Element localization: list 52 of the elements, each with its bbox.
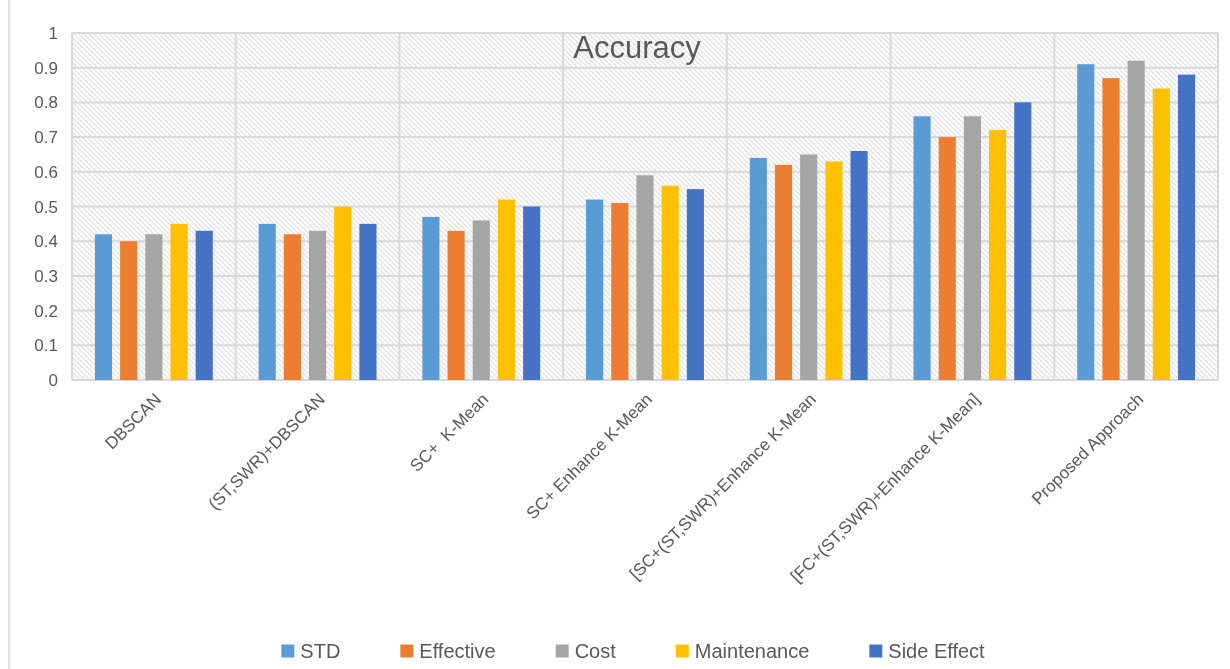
bar (825, 161, 843, 380)
bar (1177, 74, 1196, 380)
bar (195, 230, 213, 380)
y-tick-label: 0.1 (34, 335, 58, 355)
y-tick-label: 1 (48, 23, 58, 43)
bar (1014, 102, 1032, 380)
bar (938, 137, 956, 380)
legend-label: Maintenance (694, 640, 810, 662)
bar (774, 164, 793, 380)
bar (1077, 64, 1095, 380)
bar (422, 216, 440, 380)
bar (145, 234, 163, 380)
y-tick-label: 0.8 (34, 92, 58, 112)
bar (309, 230, 327, 380)
bar (963, 116, 981, 380)
y-tick-label: 0.3 (34, 266, 58, 286)
y-tick-label: 0.7 (34, 127, 58, 147)
bar (586, 199, 604, 380)
legend-label: Cost (574, 640, 617, 662)
y-tick-label: 0.6 (34, 162, 58, 182)
y-tick-label: 0.2 (34, 301, 58, 321)
bar (850, 150, 868, 380)
bar (359, 223, 377, 380)
bar (472, 220, 490, 380)
bar (989, 130, 1007, 380)
bar (1127, 60, 1145, 380)
bar (636, 175, 654, 380)
y-tick-label: 0.9 (34, 58, 58, 78)
bar (447, 230, 465, 380)
chart-title: Accuracy (573, 29, 702, 65)
bar (800, 154, 818, 380)
y-tick-label: 0.4 (34, 231, 58, 251)
bar (283, 234, 301, 380)
bar (523, 206, 541, 380)
y-tick-label: 0 (48, 370, 58, 390)
bar (334, 206, 352, 380)
bar (1102, 78, 1120, 380)
bar (749, 157, 767, 380)
legend-label: Side Effect (888, 640, 986, 662)
bar (611, 203, 629, 380)
bar (120, 241, 138, 380)
legend-label: Effective (419, 640, 496, 662)
bar (258, 223, 276, 380)
bar (497, 199, 516, 380)
bar (913, 116, 931, 380)
bar (170, 223, 188, 380)
bar (686, 189, 704, 380)
bar (661, 185, 679, 380)
legend-label: STD (300, 640, 341, 662)
bar (1152, 88, 1170, 380)
bar (94, 234, 113, 380)
y-tick-label: 0.5 (34, 197, 58, 216)
